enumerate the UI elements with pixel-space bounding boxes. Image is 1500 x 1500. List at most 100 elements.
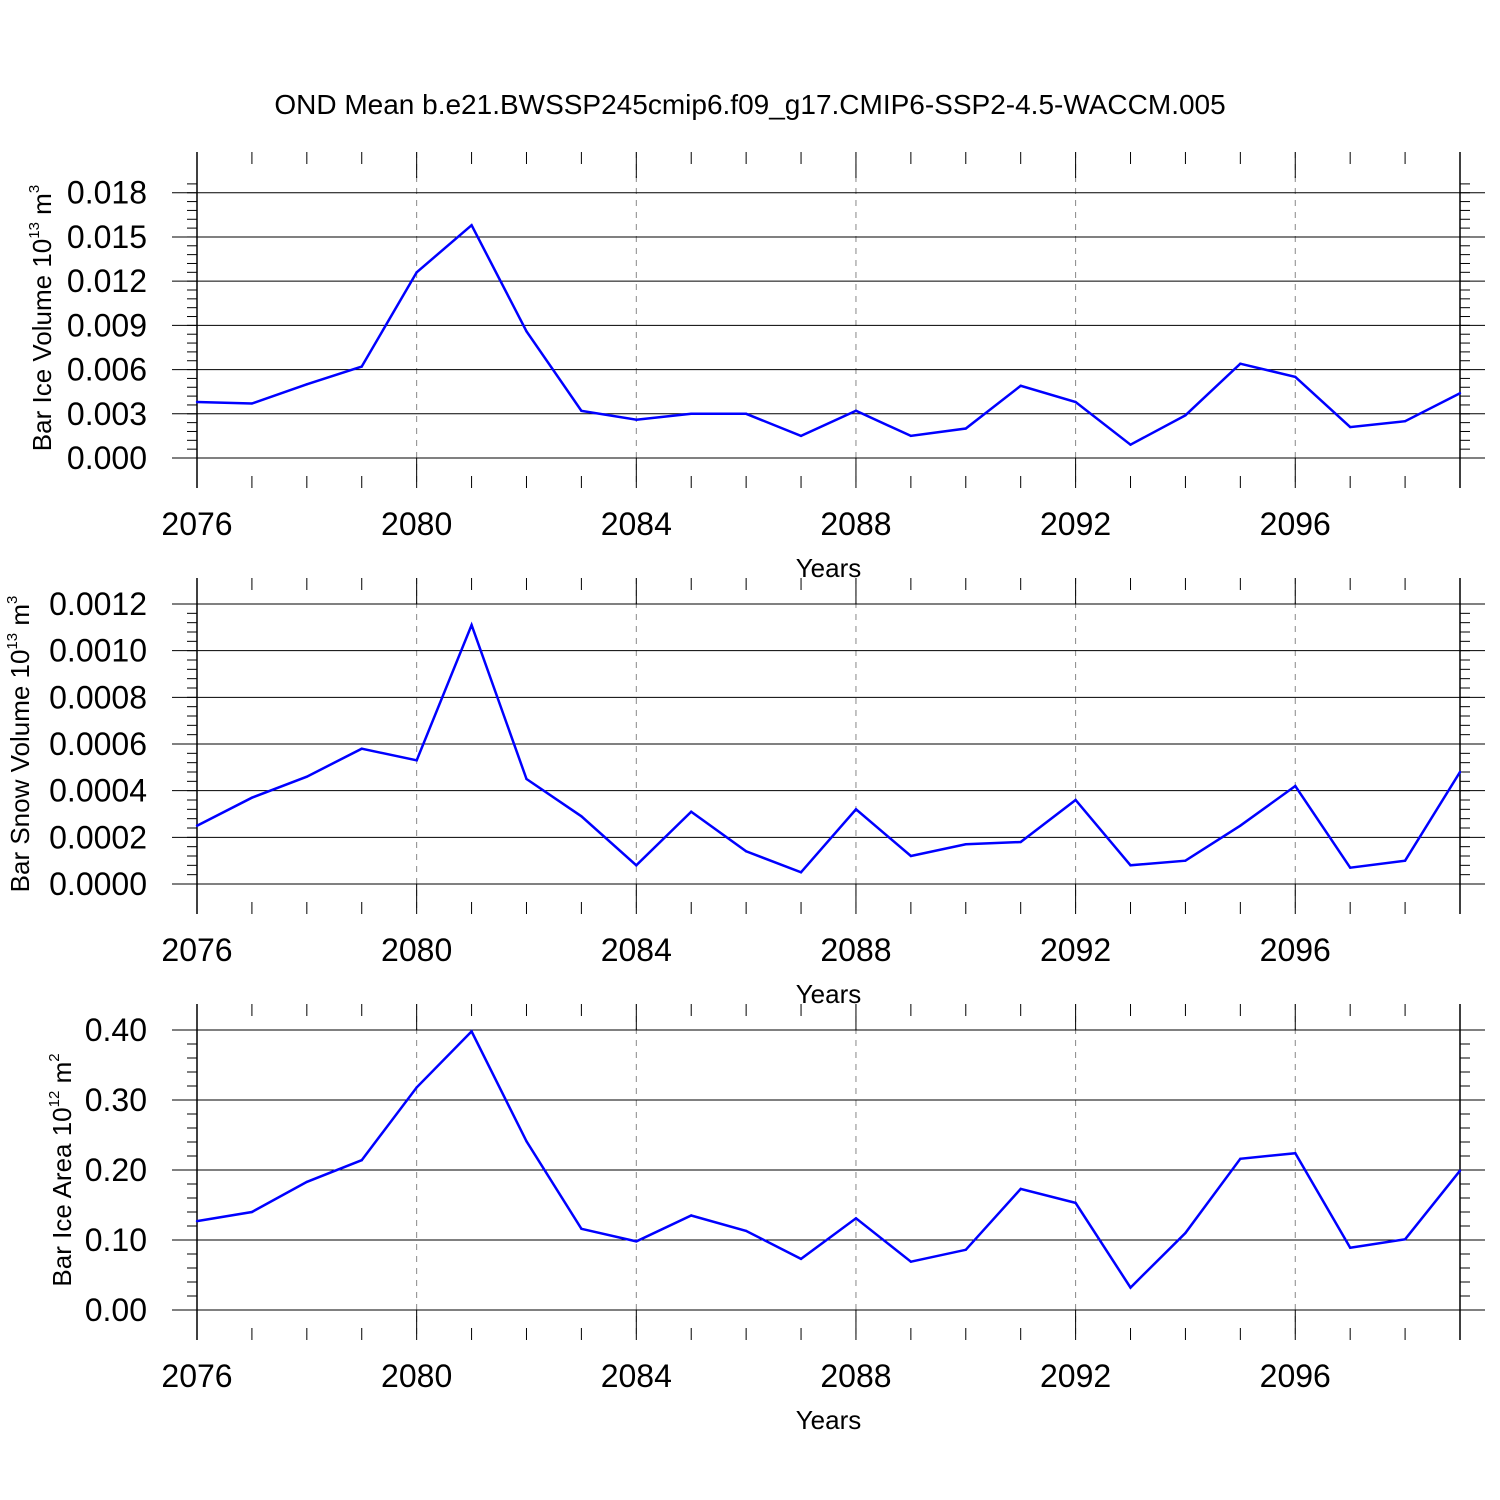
x-tick-label: 2092 (1040, 1358, 1111, 1394)
x-tick-label: 2084 (601, 1358, 672, 1394)
data-point (1074, 1201, 1077, 1205)
y-tick-label: 0.000 (67, 440, 147, 476)
panel-1: 0.000 0.003 0.006 0.009 0.012 0.015 0.018 2076 2… (26, 152, 1485, 583)
data-point (525, 777, 528, 781)
data-point (305, 1180, 309, 1184)
x-tick-label: 2092 (1040, 506, 1111, 542)
data-point (1458, 391, 1462, 395)
y-tick-label: 0.0004 (49, 773, 147, 809)
series-line (196, 621, 1462, 874)
y-tick-label: 0.006 (67, 352, 147, 388)
y-label-exponent: 13 (26, 222, 43, 239)
x-tick-label: 2080 (381, 932, 452, 968)
data-point (250, 402, 254, 405)
data-point (525, 330, 528, 333)
x-tick-label: 2092 (1040, 932, 1111, 968)
data-point (1239, 362, 1242, 365)
y-tick-label: 0.018 (67, 175, 147, 211)
data-point (360, 747, 363, 750)
data-point (1403, 419, 1407, 423)
data-point (195, 1219, 199, 1223)
data-point (1403, 1238, 1407, 1241)
data-point (305, 383, 309, 386)
y-label-unit: m (27, 193, 57, 222)
y-label-unit-exponent: 3 (4, 596, 21, 604)
data-point (470, 1030, 473, 1033)
y-label-unit: m (47, 1062, 77, 1091)
y-axis-label: Bar Ice Area 1012 m2 (46, 1053, 77, 1286)
y-tick-label: 0.0010 (49, 633, 147, 669)
y-tick-label: 0.10 (85, 1222, 147, 1258)
data-point (635, 418, 638, 421)
y-label-text: Bar Snow Volume 10 (5, 650, 35, 893)
data-point (964, 1248, 967, 1252)
data-point (1129, 1286, 1132, 1289)
x-tick-label: 2088 (820, 506, 891, 542)
x-tick-label: 2076 (161, 506, 232, 542)
x-tick-label: 2076 (161, 1358, 232, 1394)
data-point (1074, 798, 1077, 802)
data-point (799, 871, 803, 874)
data-point (1184, 859, 1187, 862)
data-point (1019, 384, 1022, 387)
data-point (1239, 1157, 1242, 1161)
x-axis-label: Years (796, 1405, 862, 1435)
y-tick-label: 0.0008 (49, 679, 147, 715)
data-point (195, 824, 199, 827)
data-point (964, 427, 967, 430)
data-point (250, 1210, 254, 1214)
x-tick-label: 2084 (601, 506, 672, 542)
y-tick-label: 0.009 (67, 307, 147, 343)
data-point (1294, 375, 1297, 379)
data-point (1458, 1169, 1462, 1172)
y-tick-label: 0.0006 (49, 726, 147, 762)
y-label-unit-exponent: 3 (26, 185, 43, 193)
y-tick-label: 0.0000 (49, 866, 147, 902)
y-label-exponent: 13 (4, 633, 21, 650)
y-tick-label: 0.0002 (49, 819, 147, 855)
data-point (470, 623, 473, 627)
data-point (1239, 824, 1242, 827)
data-point (799, 434, 803, 438)
data-point (854, 409, 858, 413)
y-label-text: Bar Ice Volume 10 (27, 239, 57, 451)
y-tick-label: 0.0012 (49, 586, 147, 622)
x-tick-label: 2088 (820, 1358, 891, 1394)
data-point (1019, 840, 1022, 844)
x-tick-label: 2096 (1260, 932, 1331, 968)
y-tick-label: 0.30 (85, 1082, 147, 1118)
x-tick-label: 2084 (601, 932, 672, 968)
data-point (195, 400, 199, 404)
data-point (964, 843, 967, 846)
data-point (1294, 784, 1297, 788)
data-point (1184, 1231, 1187, 1235)
data-point (305, 775, 309, 778)
data-point (909, 434, 913, 438)
data-point (690, 412, 693, 415)
data-point (250, 796, 254, 799)
data-point (799, 1257, 803, 1261)
y-label-exponent: 12 (46, 1091, 63, 1108)
data-point (690, 810, 693, 813)
y-axis-label: Bar Ice Volume 1013 m3 (26, 185, 57, 451)
data-point (360, 365, 363, 368)
data-point (744, 850, 748, 853)
y-tick-label: 0.003 (67, 396, 147, 432)
data-point (854, 808, 858, 811)
chart-title: OND Mean b.e21.BWSSP245cmip6.f09_g17.CMI… (274, 89, 1225, 120)
data-point (744, 1229, 748, 1233)
data-point (1294, 1152, 1297, 1155)
y-axis-label: Bar Snow Volume 1013 m3 (4, 596, 35, 893)
y-label-unit: m (5, 604, 35, 633)
data-point (1019, 1187, 1022, 1191)
y-label-text: Bar Ice Area 10 (47, 1107, 77, 1286)
y-label-unit-exponent: 2 (46, 1053, 63, 1061)
data-point (470, 223, 473, 227)
data-point (690, 1214, 693, 1217)
x-tick-label: 2096 (1260, 1358, 1331, 1394)
panel-3: 0.00 0.10 0.20 0.30 0.40 2076 2080 2084 2088 2092… (46, 1004, 1485, 1435)
data-point (1129, 443, 1132, 446)
data-point (580, 1227, 583, 1231)
x-tick-label: 2088 (820, 932, 891, 968)
